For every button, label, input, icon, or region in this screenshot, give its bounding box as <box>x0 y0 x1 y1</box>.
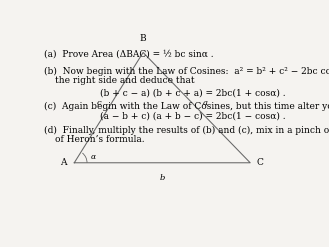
Text: (d)  Finally, multiply the results of (b) and (c), mix in a pinch of (a), and en: (d) Finally, multiply the results of (b)… <box>44 126 329 135</box>
Text: α: α <box>91 153 96 161</box>
Text: the right side and deduce that: the right side and deduce that <box>55 77 195 85</box>
Text: (a − b + c) (a + b − c) = 2bc(1 − cosα) .: (a − b + c) (a + b − c) = 2bc(1 − cosα) … <box>100 112 285 121</box>
Text: a: a <box>203 99 208 107</box>
Text: (c)  Again begin with the Law of Cosines, but this time alter your argument a bi: (c) Again begin with the Law of Cosines,… <box>44 102 329 111</box>
Text: (b)  Now begin with the Law of Cosines:  a² = b² + c² − 2bc cosα .  Add and subt: (b) Now begin with the Law of Cosines: a… <box>44 67 329 76</box>
Text: (b + c − a) (b + c + a) = 2bc(1 + cosα) .: (b + c − a) (b + c + a) = 2bc(1 + cosα) … <box>100 88 285 97</box>
Text: of Heron’s formula.: of Heron’s formula. <box>55 135 145 144</box>
Text: B: B <box>140 34 146 43</box>
Text: C: C <box>257 158 264 167</box>
Text: A: A <box>60 158 66 167</box>
Text: c: c <box>96 99 101 107</box>
Text: b: b <box>160 174 165 182</box>
Text: (a)  Prove Area (ΔBAC) = ½ bc sinα .: (a) Prove Area (ΔBAC) = ½ bc sinα . <box>44 50 214 59</box>
